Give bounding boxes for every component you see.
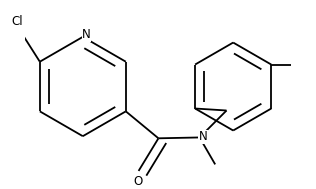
Text: N: N: [82, 28, 91, 41]
Text: N: N: [199, 130, 207, 143]
Text: Cl: Cl: [11, 15, 23, 28]
Text: O: O: [133, 175, 143, 188]
